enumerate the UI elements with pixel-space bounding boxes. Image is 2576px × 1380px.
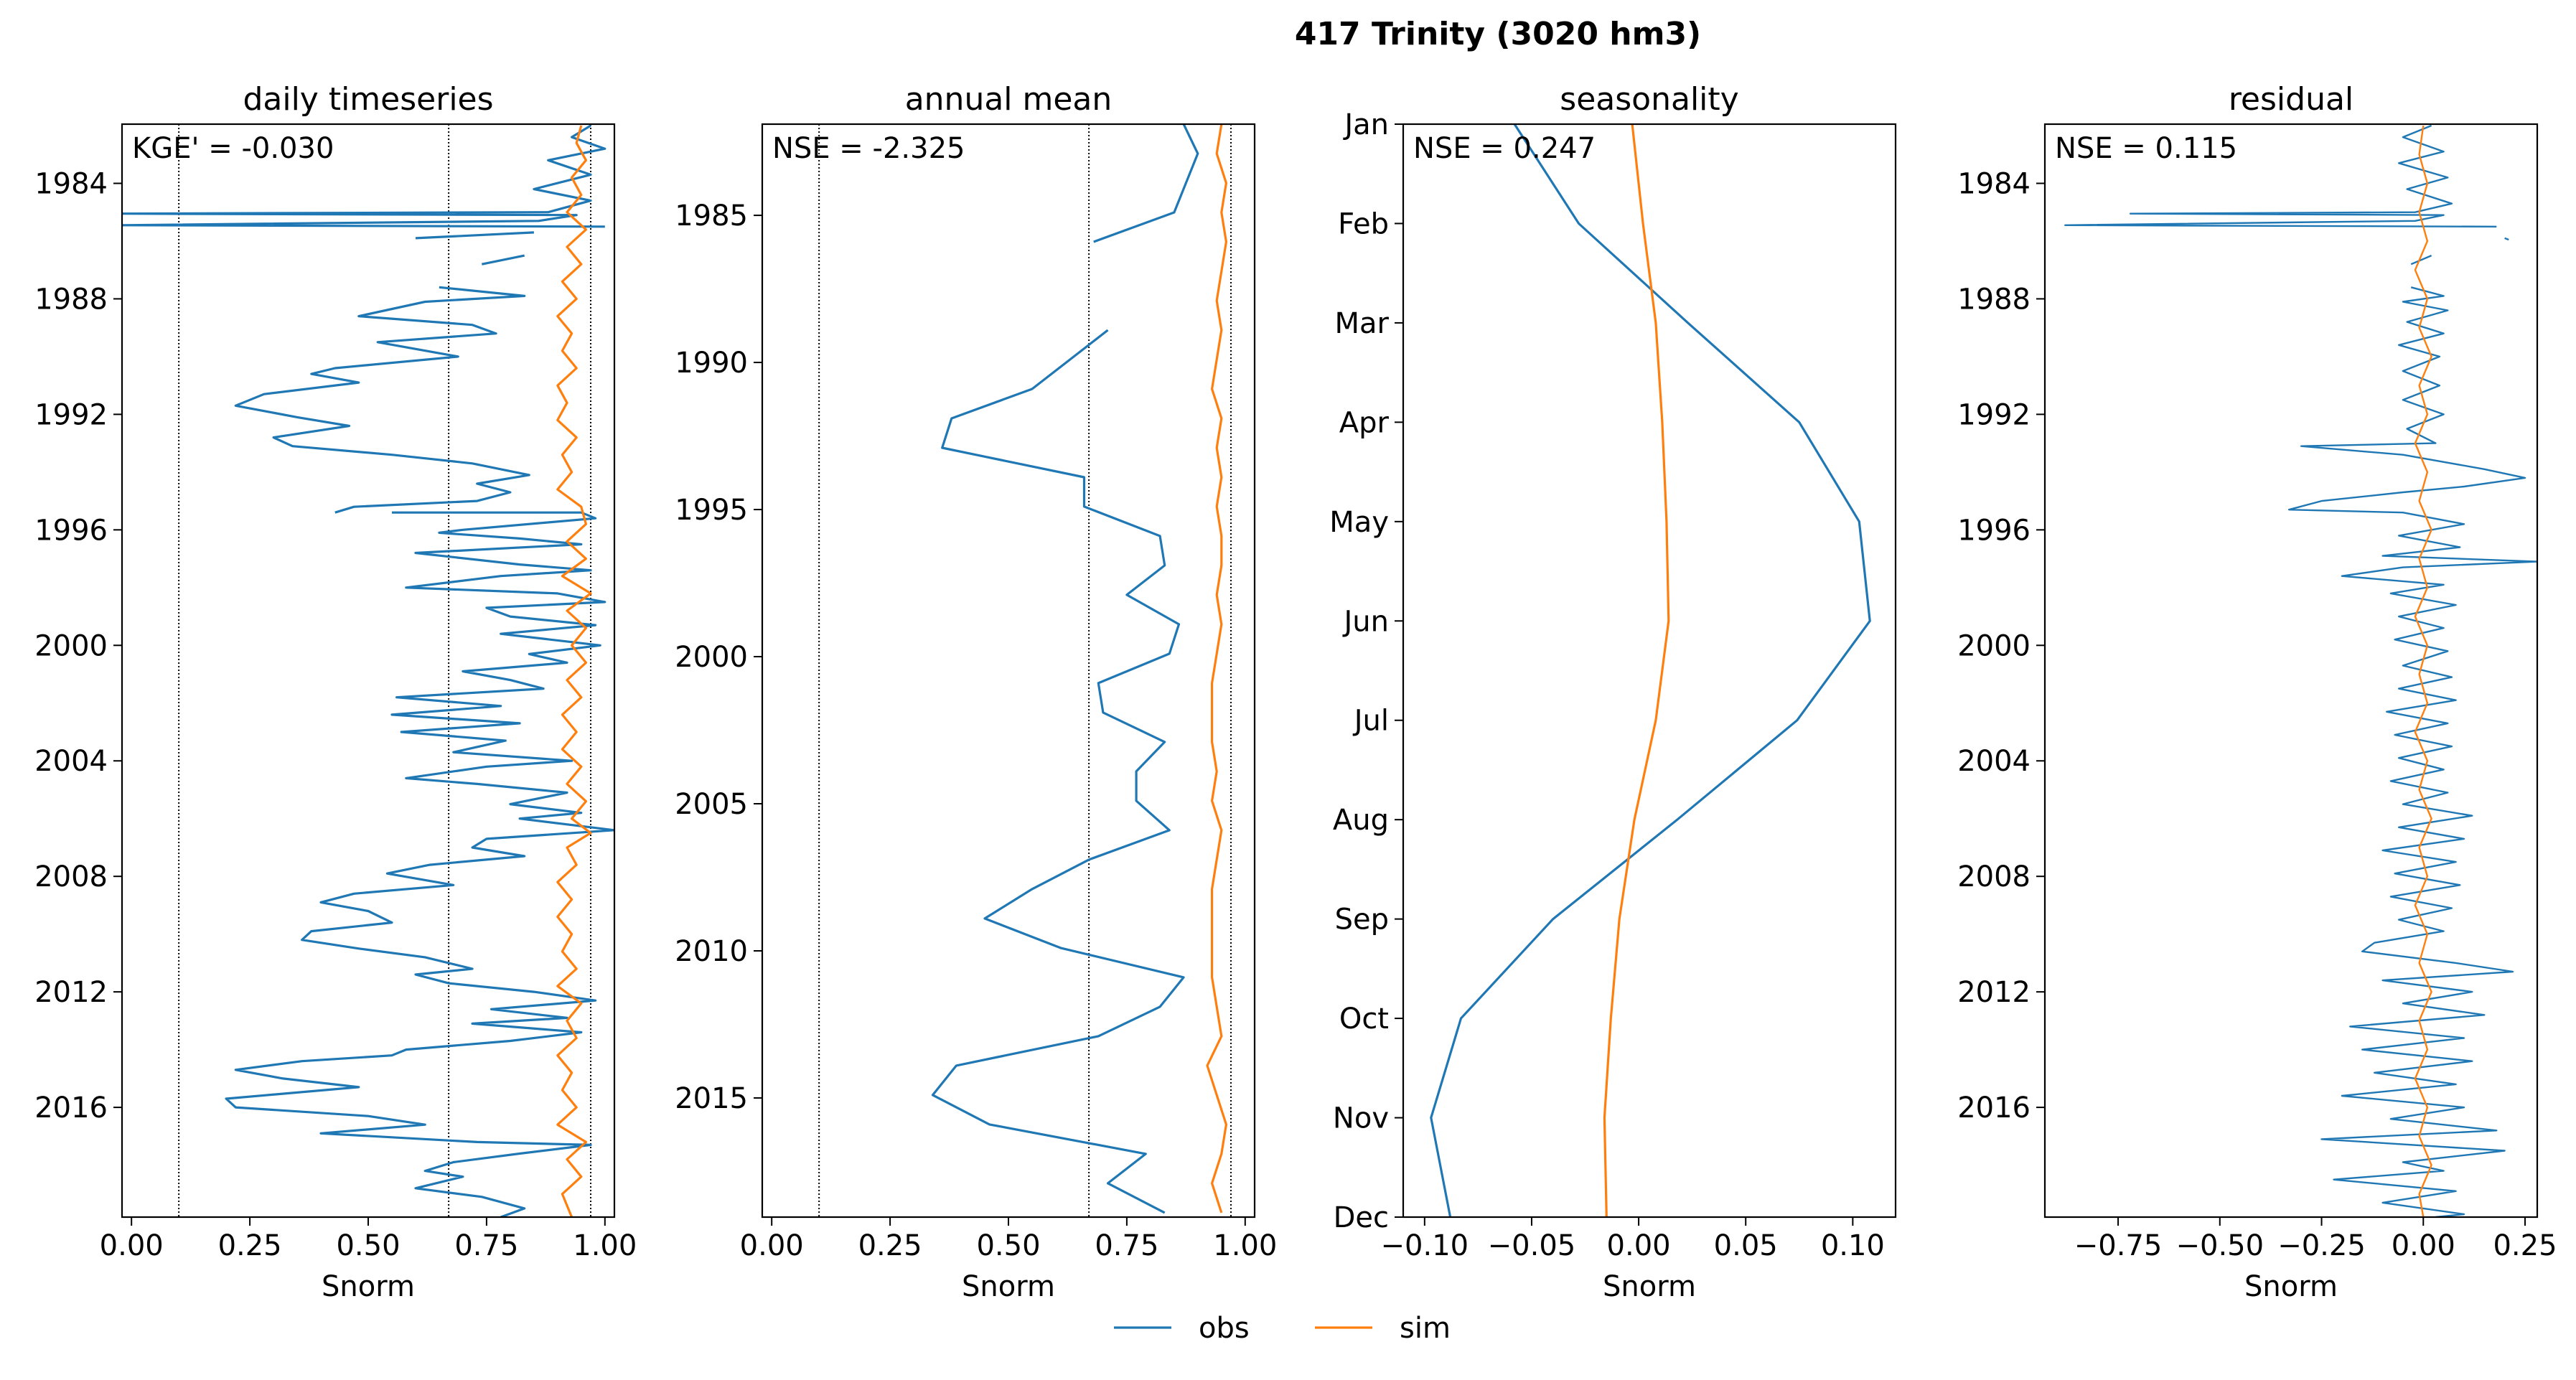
x-tick-label: −0.05 [1488,1229,1576,1262]
y-tick-label: 1996 [34,514,108,547]
y-tick-label: Apr [1339,406,1390,439]
x-tick-label: 0.75 [1095,1229,1158,1262]
y-tick-label: 2016 [1957,1092,2031,1125]
score-label: KGE' = -0.030 [132,132,334,165]
x-tick-label: 0.00 [100,1229,164,1262]
x-tick-label: 0.50 [336,1229,400,1262]
y-tick-label: 2016 [34,1092,108,1125]
y-tick-label: Nov [1333,1102,1389,1135]
x-tick-label: −0.75 [2074,1229,2163,1262]
x-axis-label: Snorm [1603,1270,1696,1303]
y-tick-label: Jan [1342,108,1389,141]
y-tick-label: Oct [1339,1003,1389,1036]
x-tick-label: 0.00 [1607,1229,1671,1262]
y-tick-label: 1990 [675,347,748,380]
axes-frame [1402,123,1897,1219]
legend: obs sim [1114,1312,1451,1345]
y-tick-label: 2012 [1957,976,2031,1009]
x-tick-label: 0.10 [1821,1229,1885,1262]
y-tick-label: 2004 [1957,745,2031,778]
y-tick-label: 1992 [1957,398,2031,431]
plot-area [1430,124,1871,1217]
y-tick-label: 2000 [675,641,748,674]
y-tick-label: 2004 [34,745,108,778]
y-tick-label: 1988 [34,283,108,316]
y-tick-label: Feb [1338,207,1389,240]
series-line-obs [2064,124,2537,1217]
score-label: NSE = 0.115 [2055,132,2237,165]
series-line-obs [931,124,1199,1214]
x-tick-label: 0.25 [858,1229,922,1262]
x-tick-label: 0.00 [2392,1229,2455,1262]
y-tick-label: Mar [1335,307,1390,340]
subplot-4: residual NSE = 0.115 −0.75 −0.50 −0.25 0.00 0.… [1957,81,2557,1303]
x-axis-label: Snorm [2244,1270,2338,1303]
legend-label: sim [1400,1312,1451,1345]
axes-frame [2043,123,2539,1219]
x-tick-label: 0.05 [1714,1229,1778,1262]
x-tick-label: 0.75 [454,1229,518,1262]
y-tick-label: 1996 [1957,514,2031,547]
y-tick-label: 1995 [675,494,748,527]
plot-area [2064,124,2537,1217]
score-label: NSE = -2.325 [772,132,965,165]
x-tick-label: 0.00 [740,1229,804,1262]
x-tick-label: 0.25 [218,1229,282,1262]
y-tick-label: Sep [1335,903,1389,937]
subplot-3: seasonality NSE = 0.247 −0.10 −0.05 0.00 0.05… [1329,81,1897,1303]
y-tick-label: 1985 [675,200,748,233]
axes-frame [761,123,1256,1219]
y-tick-label: Dec [1334,1201,1389,1234]
x-axis-label: Snorm [962,1270,1055,1303]
x-tick-label: −0.50 [2175,1229,2264,1262]
series-line-sim [556,125,592,1217]
y-tick-label: 1984 [1957,167,2031,200]
subplot-title: daily timeseries [243,81,493,118]
y-tick-label: May [1329,506,1389,539]
y-tick-label: 2010 [675,935,748,968]
y-tick-label: Aug [1333,804,1389,837]
series-line-obs [122,124,614,1217]
legend-label: obs [1199,1312,1250,1345]
subplot-title: annual mean [905,81,1113,118]
y-tick-label: 2005 [675,788,748,821]
y-tick-label: 1984 [34,167,108,200]
plot-area [818,124,1232,1217]
x-tick-label: 1.00 [573,1229,637,1262]
subplot-1: daily timeseries KGE' = -0.030 0.00 0.25 0.5… [34,81,637,1303]
y-tick-label: 2015 [675,1082,748,1115]
series-line-sim [2414,125,2432,1217]
score-label: NSE = 0.247 [1413,132,1596,165]
subplot-title: seasonality [1560,81,1738,118]
x-tick-label: 1.00 [1213,1229,1277,1262]
y-tick-label: 1988 [1957,283,2031,316]
y-tick-label: Jun [1342,605,1390,638]
x-tick-label: −0.25 [2277,1229,2366,1262]
axes-frame [121,123,616,1219]
subplot-panels: daily timeseries KGE' = -0.030 0.00 0.25 0.5… [34,81,2557,1303]
y-tick-label: 2008 [1957,860,2031,893]
x-tick-label: 0.50 [976,1229,1040,1262]
y-tick-label: 2000 [1957,629,2031,662]
plot-area [122,124,614,1217]
x-tick-label: 0.25 [2493,1229,2557,1262]
series-line-obs [1430,124,1871,1217]
y-tick-label: 2000 [34,629,108,662]
y-tick-label: 1992 [34,398,108,431]
y-tick-label: Jul [1352,705,1389,738]
series-line-sim [1206,124,1227,1214]
series-line-sim [1603,124,1670,1217]
x-tick-label: −0.10 [1381,1229,1469,1262]
figure-title: 417 Trinity (3020 hm3) [1295,16,1701,52]
y-tick-label: 2012 [34,976,108,1009]
y-tick-label: 2008 [34,860,108,893]
subplot-2: annual mean NSE = -2.325 0.00 0.25 0.50 0.75 1… [675,81,1277,1303]
subplot-title: residual [2229,81,2353,118]
x-axis-label: Snorm [322,1270,415,1303]
